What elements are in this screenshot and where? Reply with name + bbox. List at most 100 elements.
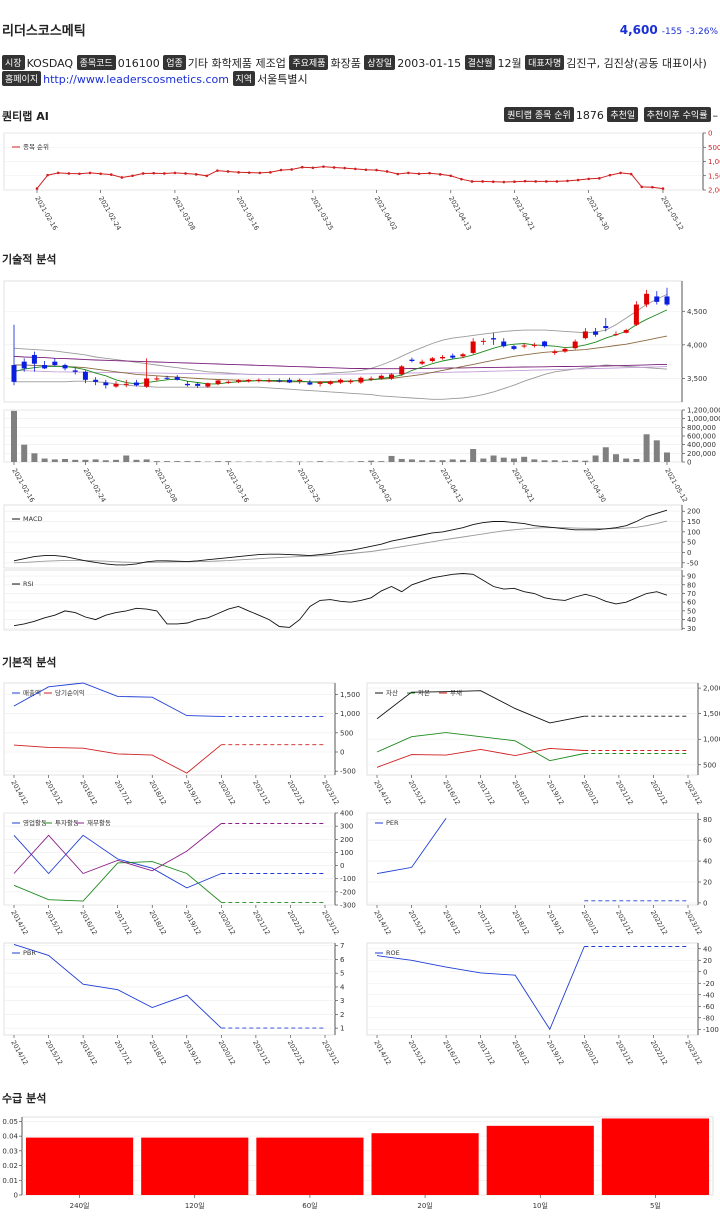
- rank-point: [78, 172, 81, 176]
- y-tick-label: 1,500: [340, 691, 360, 699]
- y-tick-label: 200: [340, 836, 353, 844]
- y-tick-label: 40: [703, 858, 712, 866]
- volume-bar: [572, 460, 579, 462]
- volume-bar: [510, 458, 517, 462]
- legend-entry: RSI: [23, 580, 34, 588]
- y-tick-label: -200: [340, 888, 356, 896]
- x-tick-label: 2014/12: [372, 1039, 392, 1066]
- section-title-technical: 기술적 분석: [2, 253, 57, 266]
- candle-body: [572, 341, 578, 349]
- y-tick-label: 0: [340, 749, 344, 757]
- candle-body: [307, 382, 313, 385]
- rank-point: [354, 167, 357, 171]
- series-line: [13, 682, 222, 717]
- volume-bar: [143, 459, 150, 462]
- volume-bar: [123, 455, 130, 462]
- rank-point: [364, 168, 368, 172]
- volume-bar: [459, 459, 466, 462]
- x-tick-label: 240일: [70, 1201, 90, 1210]
- series-line: [376, 747, 585, 768]
- x-tick-label: 2021-03-16: [225, 467, 251, 504]
- candle-body: [368, 378, 374, 380]
- moving-average-line: [14, 364, 668, 400]
- volume-bar: [62, 458, 69, 462]
- y-tick-label: 6: [340, 956, 345, 964]
- volume-bar: [21, 444, 28, 462]
- candle-body: [348, 381, 354, 383]
- x-tick-label: 2014/12: [9, 909, 29, 936]
- x-tick-label: 2017/12: [476, 1039, 496, 1066]
- x-tick-label: 20일: [417, 1201, 432, 1210]
- x-tick-label: 2016/12: [441, 909, 461, 936]
- rank-point: [629, 172, 633, 176]
- candle-body: [276, 380, 282, 382]
- y-tick-label: 4,500: [687, 308, 707, 316]
- info-value: 기타 화학제품 제조업: [187, 57, 286, 70]
- y-tick-label: 50: [687, 539, 696, 547]
- volume-bar: [612, 454, 619, 462]
- candle-body: [664, 296, 670, 305]
- y-tick-label: 60: [703, 837, 712, 845]
- rank-point: [343, 166, 346, 170]
- volume-bar: [643, 434, 650, 462]
- homepage-link[interactable]: http://www.leaderscosmetics.com: [43, 73, 229, 86]
- volume-bar: [174, 461, 181, 462]
- y-tick-label: 20: [703, 879, 712, 887]
- candle-body: [215, 380, 221, 384]
- volume-bar: [664, 452, 670, 462]
- candle-body: [72, 370, 78, 372]
- x-tick-label: 2021-04-21: [510, 467, 536, 504]
- rank-point: [322, 165, 325, 168]
- y-tick-label: 0: [703, 968, 707, 976]
- candle-body: [195, 383, 201, 386]
- candle-body: [409, 359, 415, 361]
- supply-bar: [26, 1137, 134, 1195]
- rank-point: [131, 174, 134, 178]
- info-tag: 홈페이지: [2, 71, 42, 86]
- y-tick-label: 600,000: [687, 433, 716, 441]
- candle-body: [593, 331, 599, 335]
- y-tick-label: 0.04: [2, 1133, 18, 1141]
- y-tick-label: 2,000: [708, 187, 720, 195]
- y-tick-label: -500: [340, 768, 356, 776]
- x-tick-label: 2014/12: [372, 779, 392, 806]
- y-tick-label: 0: [14, 1192, 18, 1200]
- legend-entry: 매출액: [23, 688, 41, 697]
- y-tick-label: 300: [340, 823, 353, 831]
- rank-point: [46, 173, 49, 177]
- rank-tag: 퀀티랩 종목 순위: [504, 107, 574, 122]
- y-tick-label: 1,000: [340, 710, 360, 718]
- rank-point: [375, 168, 378, 172]
- volume-bar: [378, 461, 385, 462]
- info-value: 김진구, 김진상(공동 대표이사): [566, 57, 707, 70]
- volume-bar: [184, 461, 191, 462]
- volume-bar: [500, 457, 507, 462]
- x-tick-label: 2018/12: [510, 1039, 530, 1066]
- rank-point: [502, 180, 506, 184]
- rank-point: [407, 171, 410, 175]
- rank-point: [417, 172, 421, 176]
- volume-bar: [153, 461, 160, 462]
- supply-bar: [256, 1137, 364, 1195]
- y-tick-label: 90: [687, 573, 696, 581]
- info-tag: 시장: [2, 55, 25, 70]
- candle-body: [644, 293, 650, 305]
- volume-bar: [102, 460, 109, 462]
- x-tick-label: 2020/12: [217, 779, 237, 806]
- supply-bar: [601, 1118, 709, 1195]
- candle-body: [327, 381, 333, 384]
- rank-point: [216, 169, 219, 172]
- y-tick-label: 3: [340, 997, 344, 1005]
- info-value: KOSDAQ: [26, 57, 74, 70]
- x-tick-label: 2020/12: [580, 909, 600, 936]
- x-tick-label: 2016/12: [78, 1039, 98, 1066]
- x-tick-label: 2023/12: [683, 909, 703, 936]
- x-tick-label: 2021-03-16: [235, 195, 261, 232]
- volume-bar: [582, 460, 589, 462]
- volume-bar: [72, 459, 79, 462]
- rank-point: [640, 185, 644, 189]
- y-tick-label: 1,000: [708, 158, 720, 166]
- legend-entry: 재무활동: [87, 818, 111, 827]
- y-tick-label: 0: [687, 459, 691, 467]
- info-value: 화장품: [330, 57, 361, 70]
